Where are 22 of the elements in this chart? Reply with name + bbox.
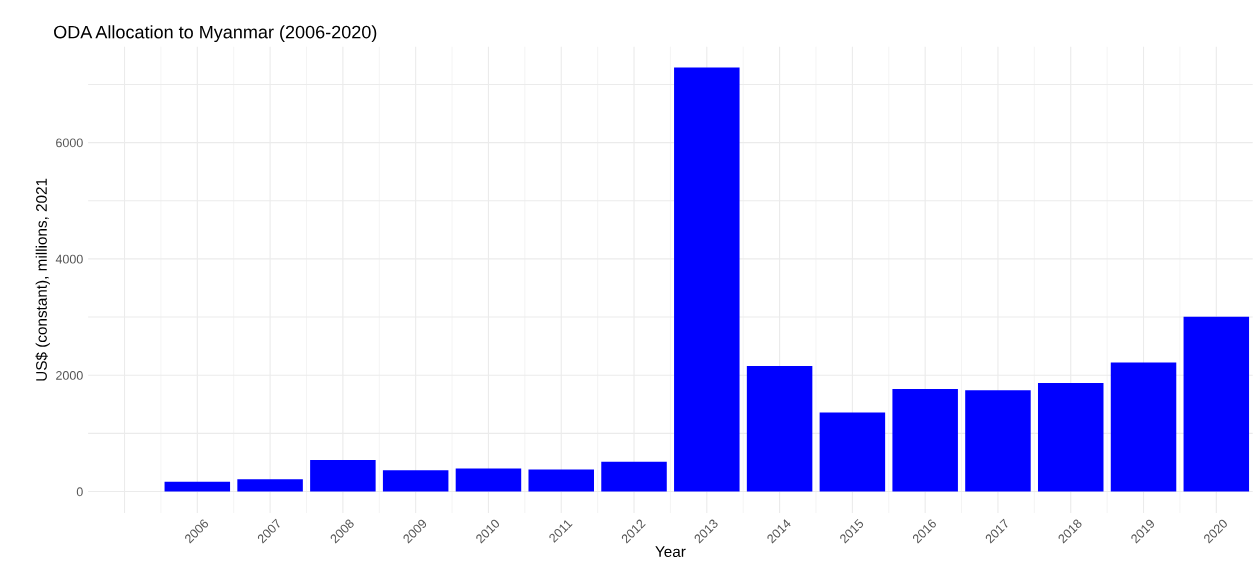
x-axis-title: Year xyxy=(655,546,686,558)
bar xyxy=(164,481,231,492)
chart-title: ODA Allocation to Myanmar (2006-2020) xyxy=(54,25,377,43)
bar xyxy=(601,461,667,492)
bar xyxy=(382,470,449,492)
y-axis-title: US$ (constant), millions, 2021 xyxy=(35,178,50,381)
bar xyxy=(819,412,886,492)
y-tick-label: 2000 xyxy=(56,371,83,380)
bar xyxy=(237,479,303,492)
bar xyxy=(310,460,376,492)
bar xyxy=(892,388,958,492)
bar xyxy=(1037,383,1104,492)
y-tick-label: 4000 xyxy=(55,254,83,264)
bar xyxy=(1183,316,1250,492)
bar xyxy=(746,365,813,492)
bar xyxy=(1110,362,1177,492)
bar xyxy=(528,469,594,492)
bar xyxy=(455,468,522,492)
bar xyxy=(965,390,1031,492)
y-tick-label: 6000 xyxy=(56,138,83,148)
y-tick-label: 0 xyxy=(76,487,83,497)
bar xyxy=(674,67,740,492)
